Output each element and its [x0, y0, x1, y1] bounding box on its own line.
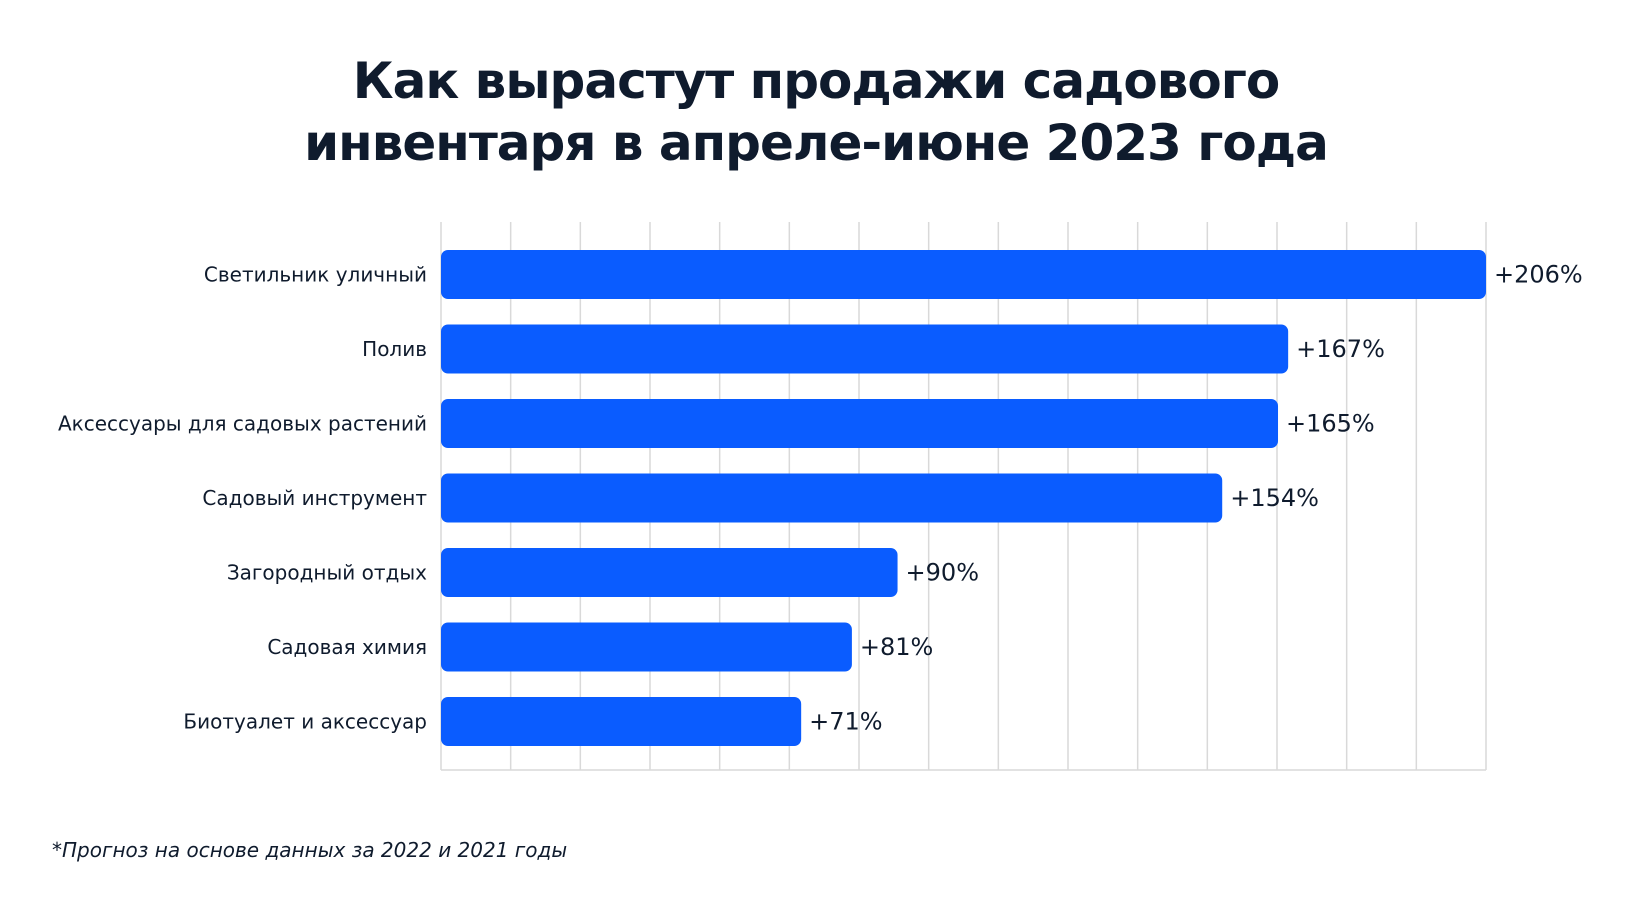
category-labels: Светильник уличный Полив Аксессуары для са…: [58, 263, 427, 734]
value-labels: +206% +167% +165% +154% +90% +81% +71%: [809, 261, 1583, 736]
category-label: Аксессуары для садовых растений: [58, 412, 427, 436]
bar: [441, 324, 1289, 374]
category-label: Садовый инструмент: [202, 486, 427, 510]
value-label: +90%: [906, 559, 979, 587]
bar: [441, 697, 802, 746]
value-label: +165%: [1286, 410, 1375, 438]
bar: [441, 473, 1223, 523]
value-label: +71%: [809, 708, 882, 736]
category-label: Загородный отдых: [227, 561, 427, 585]
category-label: Садовая химия: [267, 635, 427, 659]
bars: [441, 250, 1486, 746]
value-label: +167%: [1296, 335, 1385, 363]
category-label: Полив: [362, 337, 427, 361]
chart-title: Как вырастут продажи садового инвентаря …: [0, 50, 1632, 174]
value-label: +206%: [1494, 261, 1583, 289]
bar: [441, 399, 1279, 448]
bar: [441, 622, 852, 672]
category-label: Биотуалет и аксессуар: [183, 710, 427, 734]
value-label: +154%: [1230, 484, 1319, 512]
chart-title-line-2: инвентаря в апреле-июне 2023 года: [304, 114, 1329, 172]
bar: [441, 548, 898, 597]
value-label: +81%: [860, 633, 933, 661]
category-label: Светильник уличный: [204, 263, 427, 287]
footnote: *Прогноз на основе данных за 2022 и 2021…: [52, 838, 568, 862]
bar: [441, 250, 1486, 299]
chart-title-line-1: Как вырастут продажи садового: [352, 52, 1281, 110]
